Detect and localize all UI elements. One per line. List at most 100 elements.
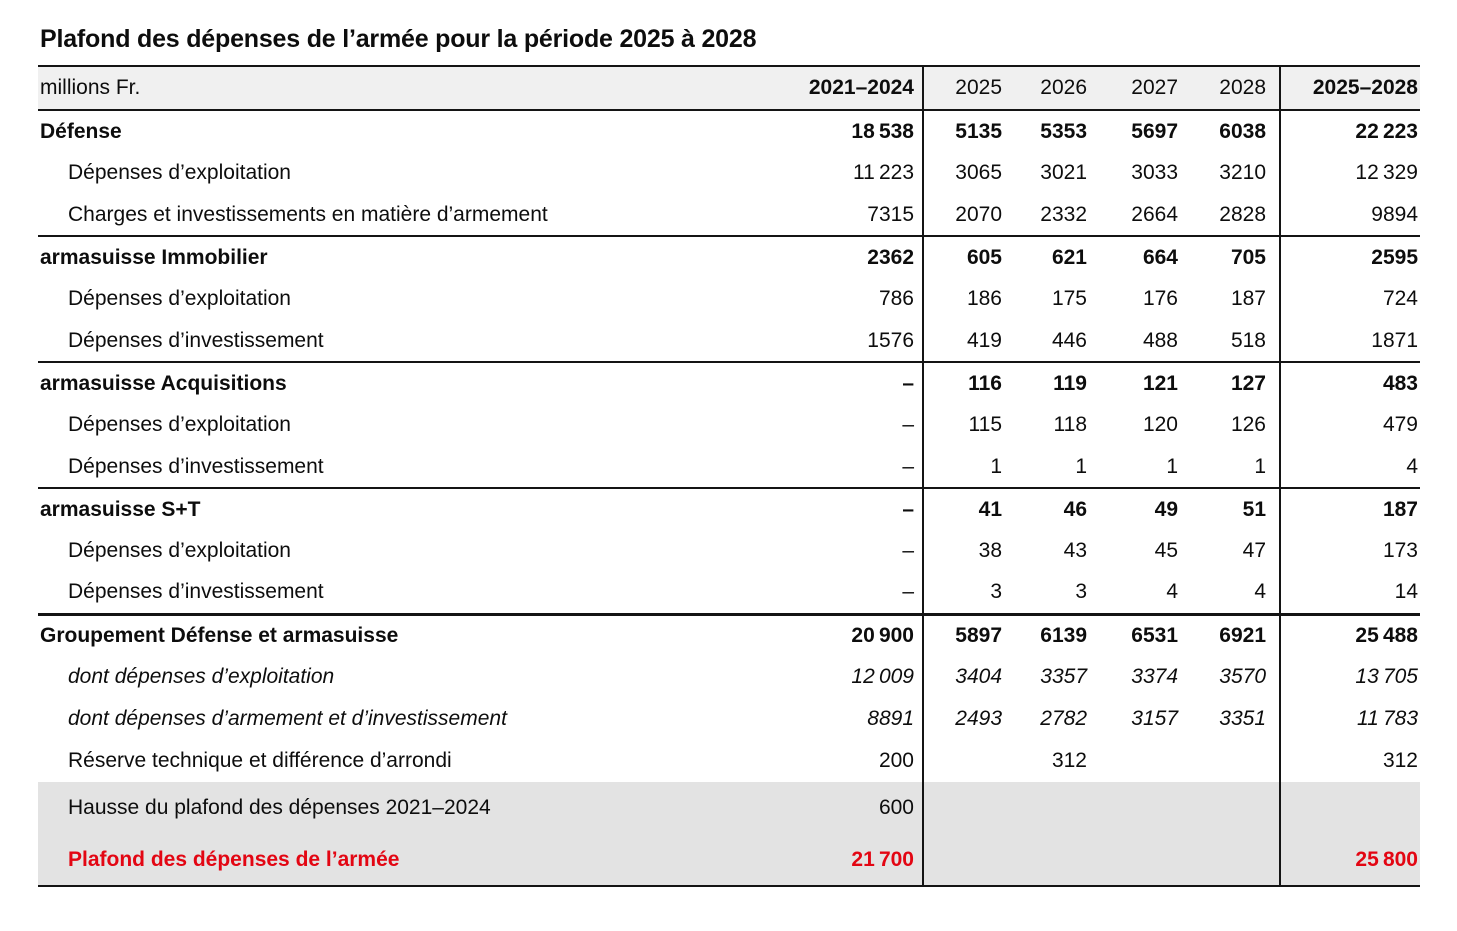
row-label: armasuisse Immobilier: [38, 235, 685, 278]
value-cell: 2664: [1131, 202, 1178, 226]
value-cell: 488: [1142, 328, 1178, 352]
value-cell: 126: [1230, 413, 1266, 436]
table-row: Dépenses d’exploitation 11 223 3065 3021 303…: [38, 152, 1420, 194]
value-cell: [1015, 834, 1100, 886]
row-label: Dépenses d’investissement: [68, 454, 324, 478]
value-cell: 2332: [1040, 202, 1087, 226]
value-cell: 2493: [922, 698, 1015, 740]
value-cell: [1100, 782, 1191, 834]
row-label: Charges et investissements en matière d’…: [68, 202, 548, 226]
table-row: Dépenses d’investissement –3 3 4 4 14: [38, 572, 1420, 614]
column-header-2026: 2026: [1015, 65, 1100, 111]
table-row: Défense 18 538 5135 5353 5697 6038 22 223: [38, 110, 1420, 152]
value-cell: 4: [1254, 580, 1266, 604]
value-cell: 3: [922, 572, 1015, 614]
value-cell: [1191, 834, 1280, 886]
value-cell: 479: [1279, 404, 1420, 446]
table-row: armasuisse S+T –41 46 49 51 187: [38, 487, 1420, 530]
value-cell: 1: [1166, 454, 1178, 478]
table-row: armasuisse Immobilier 2362 605 621 664 705 259…: [38, 235, 1420, 278]
value-cell: 2828: [1219, 202, 1266, 226]
value-cell: 9894: [1279, 194, 1420, 236]
value-cell: 2595: [1279, 235, 1420, 278]
value-cell: 116: [922, 361, 1015, 404]
value-cell: 187: [1230, 287, 1266, 310]
value-cell: 12 329: [1279, 152, 1420, 194]
value-cell: 664: [1100, 235, 1191, 278]
value-cell: 1871: [1279, 320, 1420, 362]
value-cell: 1: [922, 446, 1015, 488]
value-cell: –: [685, 361, 923, 404]
table-row: Dépenses d’exploitation 786 186 175 176 187 72…: [38, 278, 1420, 320]
value-cell: 38: [922, 530, 1015, 572]
value-cell: [1191, 740, 1280, 782]
value-cell: 4: [1166, 580, 1178, 604]
header-row: millions Fr. 2021–2024 2025 2026 2027 20…: [38, 65, 1420, 111]
table-row: Dépenses d’exploitation –38 43 45 47 173: [38, 530, 1420, 572]
value-cell: 605: [922, 235, 1015, 278]
value-cell: 3033: [1131, 161, 1178, 184]
value-cell: [1100, 740, 1191, 782]
value-cell: –: [902, 539, 914, 562]
table-row: Groupement Défense et armasuisse 20 900 58…: [38, 612, 1420, 656]
value-cell: 118: [1053, 413, 1087, 436]
value-cell: 518: [1230, 328, 1266, 352]
value-cell: 419: [922, 320, 1015, 362]
value-cell: 22 223: [1279, 110, 1420, 152]
table-row: Plafond des dépenses de l’armée 21 700 25 …: [38, 834, 1420, 886]
row-label: Groupement Défense et armasuisse: [38, 612, 685, 656]
row-label: Dépenses d’exploitation: [68, 539, 291, 562]
value-cell: 786: [878, 287, 914, 310]
value-cell: 312: [1051, 749, 1087, 772]
value-cell: 175: [1051, 287, 1087, 310]
value-cell: 5697: [1131, 119, 1178, 143]
value-cell: 173: [1279, 530, 1420, 572]
value-cell: [922, 834, 1015, 886]
column-header-2021-2024: 2021–2024: [685, 65, 923, 111]
army-spending-ceiling-table: millions Fr. 2021–2024 2025 2026 2027 20…: [38, 65, 1420, 887]
value-cell: 187: [1279, 487, 1420, 530]
value-cell: 121: [1100, 361, 1191, 404]
value-cell: –: [685, 487, 923, 530]
row-label: Dépenses d’exploitation: [68, 413, 291, 436]
value-cell: 5135: [922, 110, 1015, 152]
value-cell: –: [902, 454, 914, 478]
value-cell: 3157: [1131, 707, 1178, 730]
value-cell: 51: [1191, 487, 1280, 530]
row-label: dont dépenses d’exploitation: [68, 665, 335, 688]
value-cell: 600: [685, 782, 923, 834]
row-label: armasuisse Acquisitions: [38, 361, 685, 404]
value-cell: 47: [1242, 539, 1266, 562]
row-label: Hausse du plafond des dépenses 2021–2024: [38, 782, 685, 834]
row-label: armasuisse S+T: [38, 487, 685, 530]
row-label: Réserve technique et différence d’arrond…: [68, 749, 452, 772]
value-cell: 705: [1191, 235, 1280, 278]
value-cell: –: [902, 580, 914, 604]
value-cell: 621: [1015, 235, 1100, 278]
value-cell: 120: [1142, 413, 1178, 436]
value-cell: 1576: [867, 328, 914, 352]
row-label: Dépenses d’investissement: [68, 580, 324, 604]
value-cell: 11 223: [852, 161, 914, 184]
value-cell: 3404: [922, 656, 1015, 698]
value-cell: 3: [1075, 580, 1087, 604]
value-cell: 2070: [922, 194, 1015, 236]
value-cell: 7315: [867, 202, 914, 226]
value-cell: 18 538: [851, 119, 914, 143]
value-cell: 1: [1254, 454, 1266, 478]
value-cell: 6921: [1191, 612, 1280, 656]
value-cell: [1279, 782, 1420, 834]
row-label: dont dépenses d’armement et d’investisse…: [68, 707, 507, 730]
value-cell: 724: [1279, 278, 1420, 320]
value-cell: 3021: [1040, 161, 1087, 184]
value-cell: 186: [922, 278, 1015, 320]
value-cell: –: [902, 413, 914, 436]
value-cell: 11 783: [1279, 698, 1420, 740]
value-cell: 25 488: [1279, 612, 1420, 656]
value-cell: 483: [1279, 361, 1420, 404]
value-cell: 3351: [1219, 707, 1266, 730]
value-cell: 6139: [1015, 612, 1100, 656]
value-cell: 14: [1279, 572, 1420, 614]
value-cell: 119: [1015, 361, 1100, 404]
column-header-unit: millions Fr.: [38, 65, 685, 111]
